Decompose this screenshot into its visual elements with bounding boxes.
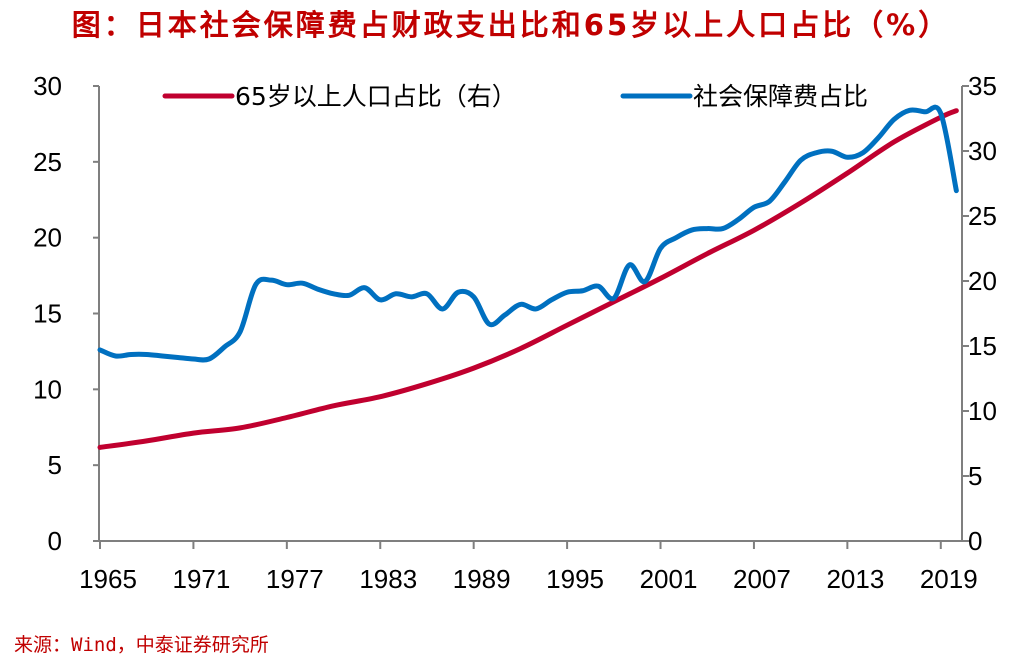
chart-title: 图：日本社会保障费占财政支出比和65岁以上人口占比（%） <box>71 8 951 42</box>
right-tick-label: 5 <box>968 461 982 491</box>
x-tick-label: 2013 <box>826 564 884 594</box>
x-tick-label: 1965 <box>79 564 137 594</box>
left-tick-label: 30 <box>33 71 62 101</box>
x-tick-label: 1983 <box>359 564 417 594</box>
x-tick-label: 1971 <box>172 564 230 594</box>
x-tick-label: 1995 <box>546 564 604 594</box>
x-tick-label: 1989 <box>453 564 511 594</box>
x-tick-label: 2007 <box>733 564 791 594</box>
x-tick-label: 1977 <box>266 564 324 594</box>
right-tick-label: 30 <box>968 136 997 166</box>
source-note: 来源：Wind，中泰证券研究所 <box>14 634 269 656</box>
series-line-social-security-share <box>97 104 959 363</box>
left-tick-label: 10 <box>33 374 62 404</box>
legend-label-social-security: 社会保障费占比 <box>693 82 868 111</box>
series-line-elderly-share <box>97 108 959 450</box>
right-tick-label: 15 <box>968 331 997 361</box>
legend: 65岁以上人口占比（右） 社会保障费占比 <box>162 82 868 111</box>
x-tick-label: 2019 <box>920 564 978 594</box>
left-tick-label: 0 <box>48 526 62 556</box>
left-tick-label: 5 <box>48 450 62 480</box>
right-tick-label: 10 <box>968 396 997 426</box>
left-tick-label: 15 <box>33 299 62 329</box>
left-tick-label: 20 <box>33 223 62 253</box>
x-tick-label: 2001 <box>640 564 698 594</box>
right-tick-label: 0 <box>968 526 982 556</box>
right-tick-label: 25 <box>968 201 997 231</box>
right-tick-label: 35 <box>968 71 997 101</box>
left-tick-label: 25 <box>33 147 62 177</box>
legend-label-elderly: 65岁以上人口占比（右） <box>235 82 517 111</box>
right-tick-label: 20 <box>968 266 997 296</box>
